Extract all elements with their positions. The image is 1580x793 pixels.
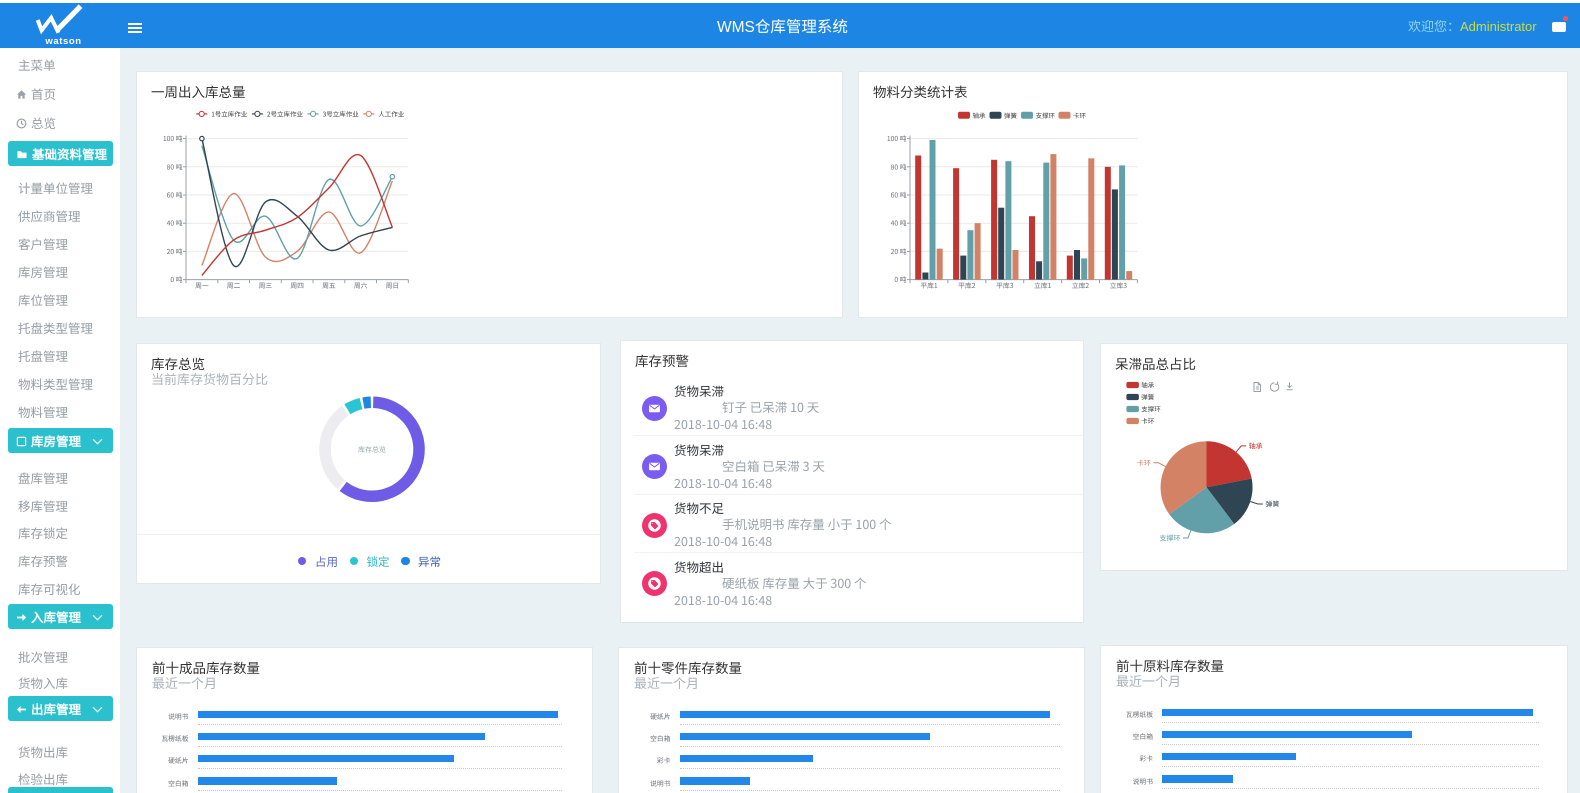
svg-text:80 吨: 80 吨 bbox=[167, 161, 183, 171]
svg-text:0 吨: 0 吨 bbox=[170, 274, 182, 284]
svg-text:100 吨: 100 吨 bbox=[163, 133, 183, 143]
svg-text:40 吨: 40 吨 bbox=[167, 218, 183, 228]
svg-text:2号立库作业: 2号立库作业 bbox=[267, 108, 304, 118]
svg-text:80 吨: 80 吨 bbox=[891, 161, 907, 171]
svg-text:周三: 周三 bbox=[259, 280, 273, 290]
svg-text:平库2: 平库2 bbox=[958, 280, 976, 290]
svg-text:卡环: 卡环 bbox=[1073, 110, 1087, 120]
svg-text:1号立库作业: 1号立库作业 bbox=[211, 108, 248, 118]
svg-text:60 吨: 60 吨 bbox=[891, 190, 907, 200]
svg-text:平库3: 平库3 bbox=[996, 280, 1014, 290]
svg-text:弹簧: 弹簧 bbox=[1265, 500, 1279, 510]
svg-text:100 吨: 100 吨 bbox=[887, 133, 907, 143]
svg-text:支撑环: 支撑环 bbox=[1036, 110, 1056, 120]
svg-text:周四: 周四 bbox=[290, 280, 304, 290]
svg-text:支撑环: 支撑环 bbox=[1160, 534, 1181, 544]
svg-text:卡环: 卡环 bbox=[1141, 415, 1155, 425]
svg-text:立库2: 立库2 bbox=[1072, 280, 1090, 290]
svg-text:40 吨: 40 吨 bbox=[891, 218, 907, 228]
svg-text:周二: 周二 bbox=[227, 280, 241, 290]
svg-text:周五: 周五 bbox=[322, 280, 336, 290]
svg-text:弹簧: 弹簧 bbox=[1004, 110, 1018, 120]
svg-text:3号立库作业: 3号立库作业 bbox=[323, 108, 360, 118]
svg-text:周一: 周一 bbox=[195, 280, 209, 290]
svg-text:0 吨: 0 吨 bbox=[894, 274, 906, 284]
svg-text:轴承: 轴承 bbox=[1141, 379, 1155, 389]
svg-text:轴承: 轴承 bbox=[973, 110, 987, 120]
svg-text:平库1: 平库1 bbox=[920, 280, 938, 290]
svg-text:支撑环: 支撑环 bbox=[1141, 403, 1161, 413]
svg-text:轴承: 轴承 bbox=[1249, 441, 1263, 451]
svg-text:watson: watson bbox=[44, 36, 81, 47]
svg-text:周六: 周六 bbox=[354, 280, 368, 290]
svg-text:弹簧: 弹簧 bbox=[1141, 391, 1155, 401]
svg-text:60 吨: 60 吨 bbox=[167, 190, 183, 200]
svg-text:卡环: 卡环 bbox=[1137, 458, 1151, 468]
svg-text:周日: 周日 bbox=[386, 280, 400, 290]
svg-text:立库1: 立库1 bbox=[1034, 280, 1052, 290]
svg-text:20 吨: 20 吨 bbox=[167, 246, 183, 256]
svg-text:人工作业: 人工作业 bbox=[378, 108, 405, 118]
svg-text:库存总览: 库存总览 bbox=[358, 445, 386, 455]
svg-text:立库3: 立库3 bbox=[1110, 280, 1128, 290]
svg-text:20 吨: 20 吨 bbox=[891, 246, 907, 256]
